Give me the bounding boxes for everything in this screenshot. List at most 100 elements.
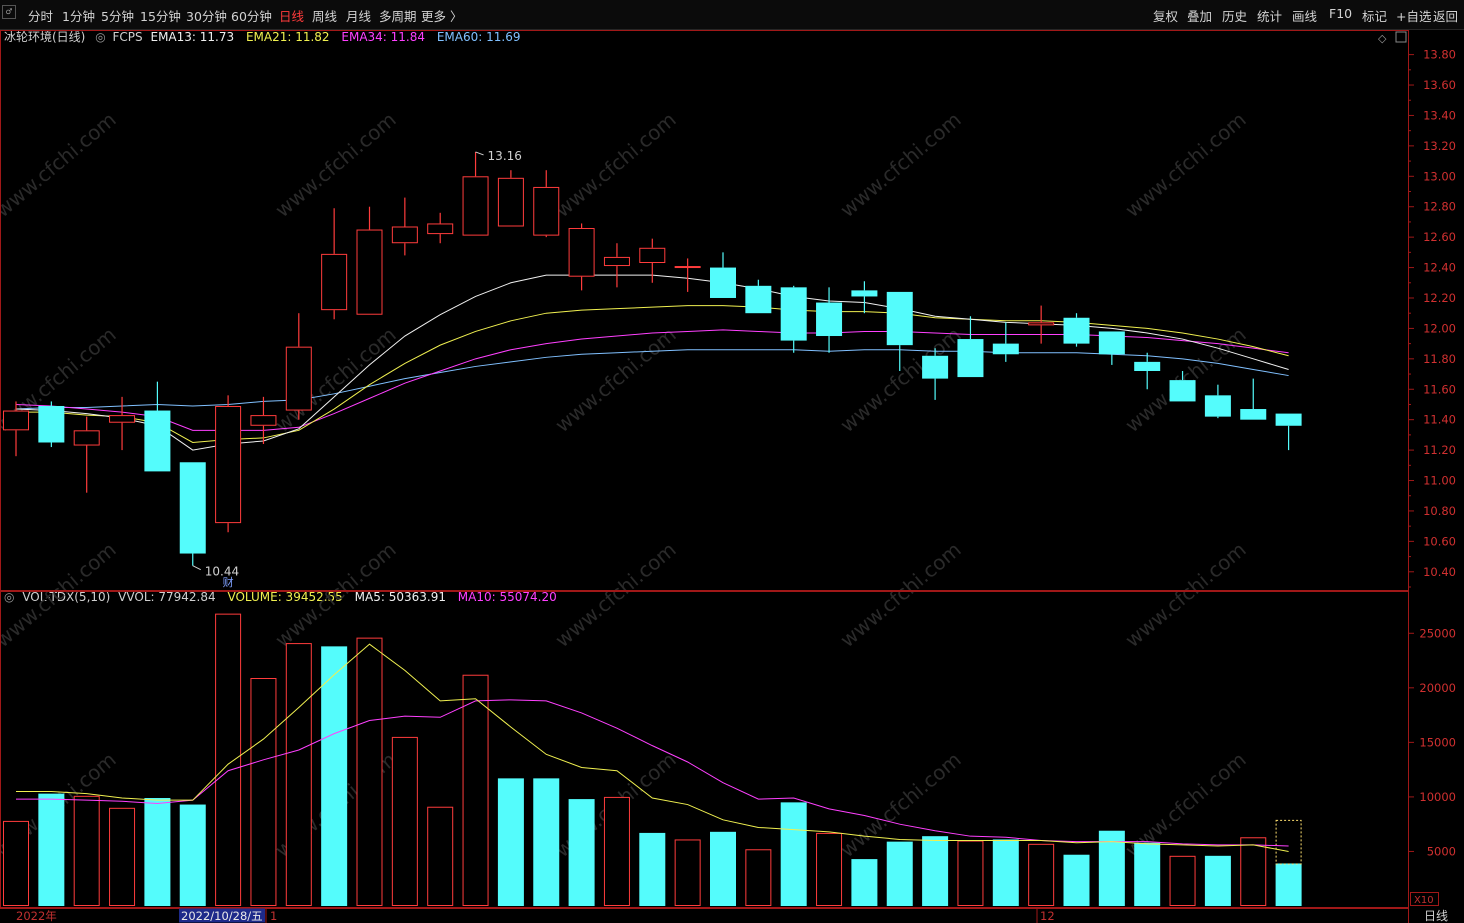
candle-body-down bbox=[957, 339, 984, 378]
candle-body-down bbox=[1063, 317, 1090, 344]
volume-chart-title: ◎ VOL-TDX(5,10) VVOL: 77942.84 VOLUME: 3… bbox=[4, 590, 557, 606]
x-label-date-bg bbox=[179, 908, 265, 923]
indicator-menu-icon[interactable]: ◎ bbox=[95, 30, 106, 44]
tab-period-2[interactable]: 5分钟 bbox=[101, 9, 134, 24]
tab-period-0[interactable]: 分时 bbox=[28, 9, 54, 24]
candle bbox=[886, 291, 913, 371]
candle bbox=[780, 285, 807, 353]
candle-body-up bbox=[321, 253, 348, 311]
multiplier-label: X10 bbox=[1414, 895, 1434, 906]
formula-name[interactable]: FCPS bbox=[112, 30, 143, 44]
candle-body-down bbox=[144, 410, 171, 472]
candle-body-down bbox=[745, 285, 772, 314]
candle-body-down bbox=[992, 343, 1019, 355]
candle bbox=[1169, 371, 1196, 402]
tab-period-4[interactable]: 30分钟 bbox=[186, 9, 227, 24]
candle bbox=[427, 212, 454, 244]
candle bbox=[250, 396, 277, 445]
price-tick-label: 13.20 bbox=[1423, 139, 1456, 153]
volume-bar-up bbox=[462, 674, 489, 907]
price-tick-label: 11.00 bbox=[1423, 474, 1456, 488]
volume-bar-down bbox=[922, 836, 949, 906]
volume-tick-label: 15000 bbox=[1419, 735, 1456, 749]
main-chart-title: 冰轮环境(日线) ◎ FCPS EMA13: 11.73 EMA21: 11.8… bbox=[4, 28, 520, 44]
volume-bar-up bbox=[957, 840, 984, 907]
tab-period-8[interactable]: 月线 bbox=[346, 9, 372, 24]
candle bbox=[462, 151, 489, 236]
candle bbox=[1134, 352, 1161, 390]
volume-bar-down bbox=[710, 831, 736, 906]
tool-button-3[interactable]: 统计 bbox=[1257, 9, 1283, 24]
tool-button-1[interactable]: 叠加 bbox=[1187, 9, 1213, 24]
candle-body-down bbox=[1240, 409, 1267, 420]
x-label-year: 2022年 bbox=[16, 909, 57, 923]
tool-button-5[interactable]: F10 bbox=[1329, 6, 1353, 21]
price-tick-label: 10.60 bbox=[1423, 534, 1456, 548]
diamond-icon: ◇ bbox=[1378, 32, 1387, 45]
volume-bar-down bbox=[639, 832, 666, 906]
tab-period-7[interactable]: 周线 bbox=[312, 9, 338, 24]
tab-period-1[interactable]: 1分钟 bbox=[62, 9, 95, 24]
volume-tick-label: 20000 bbox=[1419, 681, 1456, 695]
tool-button-2[interactable]: 历史 bbox=[1222, 9, 1248, 24]
volume-bar-down bbox=[144, 798, 171, 906]
volume-bar-down bbox=[321, 646, 348, 906]
candle bbox=[957, 316, 984, 378]
candle-body-down bbox=[179, 462, 206, 554]
candle bbox=[639, 238, 666, 283]
tool-button-0[interactable]: 复权 bbox=[1153, 9, 1179, 24]
indicator-menu-icon[interactable]: ◎ bbox=[4, 590, 15, 604]
candle-body-up bbox=[391, 226, 418, 244]
volume-tick-label: 5000 bbox=[1427, 844, 1456, 858]
candle bbox=[710, 252, 736, 298]
watermark-text: www.cfchi.com bbox=[0, 107, 121, 222]
candle bbox=[73, 416, 100, 493]
candle bbox=[38, 401, 65, 448]
financial-report-marker: 财 bbox=[223, 575, 234, 589]
candle bbox=[816, 287, 843, 353]
multiplier-box bbox=[1410, 892, 1439, 906]
price-tick-label: 13.00 bbox=[1423, 169, 1456, 183]
volume-bar-up bbox=[745, 849, 772, 906]
price-tick-label: 12.60 bbox=[1423, 230, 1456, 244]
ma10-value: MA10: 55074.20 bbox=[457, 590, 557, 604]
candle bbox=[568, 223, 595, 291]
price-tick-label: 12.20 bbox=[1423, 291, 1456, 305]
volume-bar-up bbox=[1169, 855, 1196, 906]
candle-body-up bbox=[109, 415, 136, 423]
volume-bar-up bbox=[215, 613, 242, 906]
watermark-text: www.cfchi.com bbox=[270, 107, 400, 222]
candle bbox=[745, 279, 772, 314]
volume-bar-down bbox=[497, 778, 524, 906]
tab-period-9[interactable]: 多周期 bbox=[379, 9, 417, 24]
tool-button-4[interactable]: 画线 bbox=[1292, 9, 1318, 24]
candle bbox=[497, 170, 524, 227]
corner-icon[interactable]: ♂ bbox=[2, 5, 16, 19]
tool-button-8[interactable]: 返回 bbox=[1433, 9, 1459, 24]
candle bbox=[1275, 413, 1302, 451]
tab-period-10[interactable]: 更多 〉 bbox=[421, 9, 463, 24]
volume-bar-up bbox=[1028, 843, 1055, 906]
volume-bar-down bbox=[1134, 842, 1161, 906]
main-chart-frame bbox=[0, 30, 1409, 591]
price-tick-label: 13.40 bbox=[1423, 108, 1456, 122]
candle bbox=[922, 348, 949, 400]
watermark-text: www.cfchi.com bbox=[1120, 107, 1250, 222]
price-tick-label: 10.40 bbox=[1423, 565, 1456, 579]
volume-bar-up bbox=[427, 806, 454, 907]
tool-button-6[interactable]: 标记 bbox=[1362, 9, 1388, 24]
tab-period-3[interactable]: 15分钟 bbox=[140, 9, 181, 24]
tab-period-5[interactable]: 60分钟 bbox=[231, 9, 272, 24]
candle-body-down bbox=[1134, 361, 1161, 371]
vol-indicator-name[interactable]: VOL-TDX(5,10) bbox=[22, 590, 111, 604]
candle-body-down bbox=[38, 405, 65, 443]
ema21-value: EMA21: 11.82 bbox=[245, 30, 330, 44]
candle bbox=[321, 208, 348, 320]
candle-body-up bbox=[462, 176, 489, 236]
tool-button-7[interactable]: +自选 bbox=[1396, 9, 1432, 24]
volume-chart-frame bbox=[0, 591, 1409, 908]
tab-period-6[interactable]: 日线 bbox=[279, 9, 305, 24]
vol-ma10-line bbox=[16, 699, 1289, 847]
ema34-value: EMA34: 11.84 bbox=[341, 30, 426, 44]
